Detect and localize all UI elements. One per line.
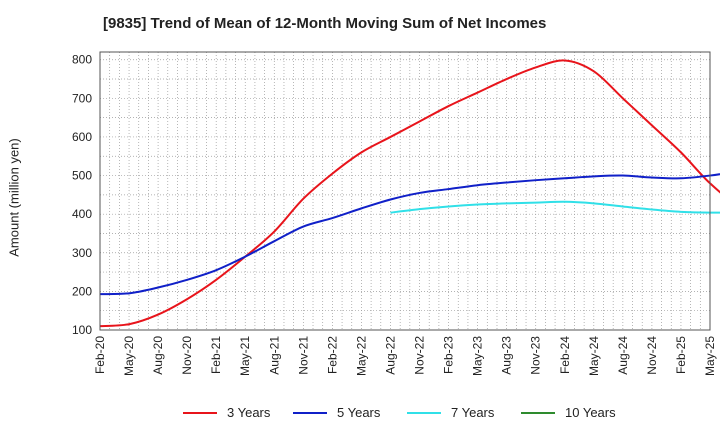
x-tick-label: May-20	[122, 336, 136, 376]
y-tick-label: 500	[72, 169, 92, 183]
legend-label: 3 Years	[227, 405, 271, 420]
x-tick-label: Feb-21	[209, 336, 223, 374]
series-line-7-years	[390, 200, 720, 214]
legend-label: 7 Years	[451, 405, 495, 420]
x-tick-label: May-22	[354, 336, 368, 376]
legend: 3 Years 5 Years 7 Years 10 Years	[0, 405, 720, 425]
x-tick-label: May-21	[238, 336, 252, 376]
legend-swatch	[183, 411, 217, 414]
y-tick-label: 400	[72, 207, 92, 221]
y-tick-labels: 100 200 300 400 500 600 700 800	[72, 53, 92, 337]
x-tick-label: Nov-24	[645, 336, 659, 375]
x-tick-label: Nov-23	[529, 336, 543, 375]
legend-item-7-years: 7 Years	[407, 405, 494, 420]
x-tick-label: Feb-25	[674, 336, 688, 374]
y-tick-label: 100	[72, 323, 92, 337]
x-tick-label: Feb-22	[325, 336, 339, 374]
legend-item-10-years: 10 Years	[521, 405, 616, 420]
x-tick-label: Nov-20	[180, 336, 194, 375]
legend-swatch	[293, 411, 327, 414]
y-tick-label: 200	[72, 284, 92, 298]
series-line-3-years	[99, 59, 720, 328]
y-tick-label: 600	[72, 130, 92, 144]
legend-label: 5 Years	[337, 405, 381, 420]
x-tick-label: Aug-22	[383, 336, 397, 375]
x-tick-label: Aug-24	[616, 336, 630, 375]
legend-swatch	[521, 411, 555, 414]
x-tick-label: Nov-21	[296, 336, 310, 375]
y-tick-label: 800	[72, 53, 92, 67]
x-tick-label: May-25	[703, 336, 717, 376]
series-lines	[99, 59, 720, 328]
x-tick-labels: Feb-20 May-20 Aug-20 Nov-20 Feb-21 May-21 Aug-…	[93, 336, 717, 376]
x-tick-label: Nov-22	[413, 336, 427, 375]
y-tick-label: 700	[72, 91, 92, 105]
x-tick-label: May-24	[587, 336, 601, 376]
chart-title: [9835] Trend of Mean of 12-Month Moving …	[103, 15, 547, 32]
legend-item-3-years: 3 Years	[183, 405, 270, 420]
legend-item-5-years: 5 Years	[293, 405, 380, 420]
y-tick-label: 300	[72, 246, 92, 260]
x-tick-label: Feb-20	[93, 336, 107, 374]
line-chart: 100 200 300 400 500 600 700 800 Feb-20 May-20 Aug…	[72, 51, 720, 376]
series-line-5-years	[99, 173, 720, 296]
x-tick-label: Feb-23	[442, 336, 456, 374]
x-tick-label: Aug-23	[500, 336, 514, 375]
legend-swatch	[407, 411, 441, 414]
plot-frame	[99, 51, 711, 331]
x-tick-label: Aug-20	[151, 336, 165, 375]
x-tick-label: Aug-21	[267, 336, 281, 375]
legend-label: 10 Years	[565, 405, 616, 420]
x-tick-label: Feb-24	[558, 336, 572, 374]
x-tick-label: May-23	[471, 336, 485, 376]
